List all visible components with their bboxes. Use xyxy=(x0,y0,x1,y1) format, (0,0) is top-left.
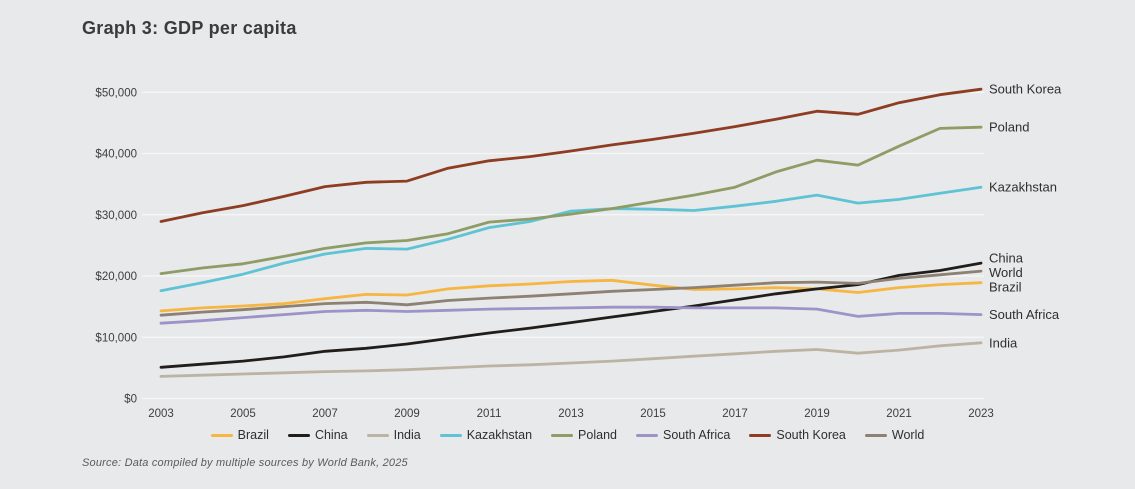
page-title: Graph 3: GDP per capita xyxy=(82,18,297,38)
y-axis-tick-label: $30,000 xyxy=(95,210,137,222)
series-end-label: Kazakhstan xyxy=(989,180,1057,195)
legend-item-south-africa: South Africa xyxy=(635,428,731,442)
legend-swatch xyxy=(551,433,574,437)
y-axis-tick-label: $40,000 xyxy=(95,149,137,161)
y-axis-tick-label: $50,000 xyxy=(95,87,137,99)
legend-swatch xyxy=(439,433,462,437)
x-axis-tick-label: 2021 xyxy=(886,408,912,420)
legend-swatch xyxy=(366,433,389,437)
series-line-china xyxy=(159,261,983,369)
y-axis-tick-label: $0 xyxy=(124,394,137,406)
legend-item-poland: Poland xyxy=(551,428,617,442)
legend-item-world: World xyxy=(864,428,925,442)
x-axis-tick-label: 2013 xyxy=(558,408,584,420)
series-end-label: World xyxy=(989,265,1023,280)
chart-legend: Brazil China India Kazakhstan Poland South Af… xyxy=(0,428,1135,442)
legend-item-brazil: Brazil xyxy=(210,428,269,442)
series-line-south-korea xyxy=(159,87,983,223)
x-axis-tick-label: 2011 xyxy=(477,408,502,420)
legend-label: Poland xyxy=(578,428,617,442)
x-axis-tick-label: 2017 xyxy=(722,408,748,420)
y-axis-tick-label: $10,000 xyxy=(95,332,137,344)
legend-swatch xyxy=(635,433,658,437)
legend-label: World xyxy=(891,428,925,442)
series-end-label: South Africa xyxy=(989,307,1060,322)
legend-item-kazakhstan: Kazakhstan xyxy=(439,428,533,442)
legend-swatch xyxy=(287,433,310,437)
legend-item-south-korea: South Korea xyxy=(749,428,846,442)
x-axis-tick-label: 2007 xyxy=(312,408,338,420)
x-axis-tick-label: 2023 xyxy=(968,408,994,420)
x-axis-tick-label: 2005 xyxy=(230,408,256,420)
legend-label: South Africa xyxy=(662,428,731,442)
legend-label: Kazakhstan xyxy=(466,428,533,442)
series-end-label: Brazil xyxy=(989,279,1022,294)
series-end-label: Poland xyxy=(989,120,1029,135)
source-note: Source: Data compiled by multiple source… xyxy=(82,457,408,469)
x-axis-tick-label: 2015 xyxy=(640,408,666,420)
x-axis-tick-label: 2019 xyxy=(804,408,830,420)
x-axis-tick-label: 2003 xyxy=(148,408,174,420)
legend-swatch xyxy=(210,433,233,437)
series-line-brazil xyxy=(159,278,983,313)
y-axis-tick-label: $20,000 xyxy=(95,271,137,283)
legend-item-india: India xyxy=(366,428,421,442)
legend-item-china: China xyxy=(287,428,348,442)
x-axis-tick-label: 2009 xyxy=(394,408,420,420)
series-line-poland xyxy=(159,125,983,276)
series-line-south-africa xyxy=(159,305,983,325)
series-line-world xyxy=(159,269,983,317)
legend-label: China xyxy=(314,428,348,442)
legend-label: India xyxy=(393,428,421,442)
series-end-label: South Korea xyxy=(989,82,1062,97)
series-end-label: India xyxy=(989,335,1018,350)
legend-swatch xyxy=(864,433,887,437)
legend-label: Brazil xyxy=(237,428,269,442)
legend-label: South Korea xyxy=(776,428,846,442)
series-end-label: China xyxy=(989,250,1024,265)
legend-swatch xyxy=(749,433,772,437)
series-line-kazakhstan xyxy=(159,185,983,293)
series-line-india xyxy=(159,341,983,378)
